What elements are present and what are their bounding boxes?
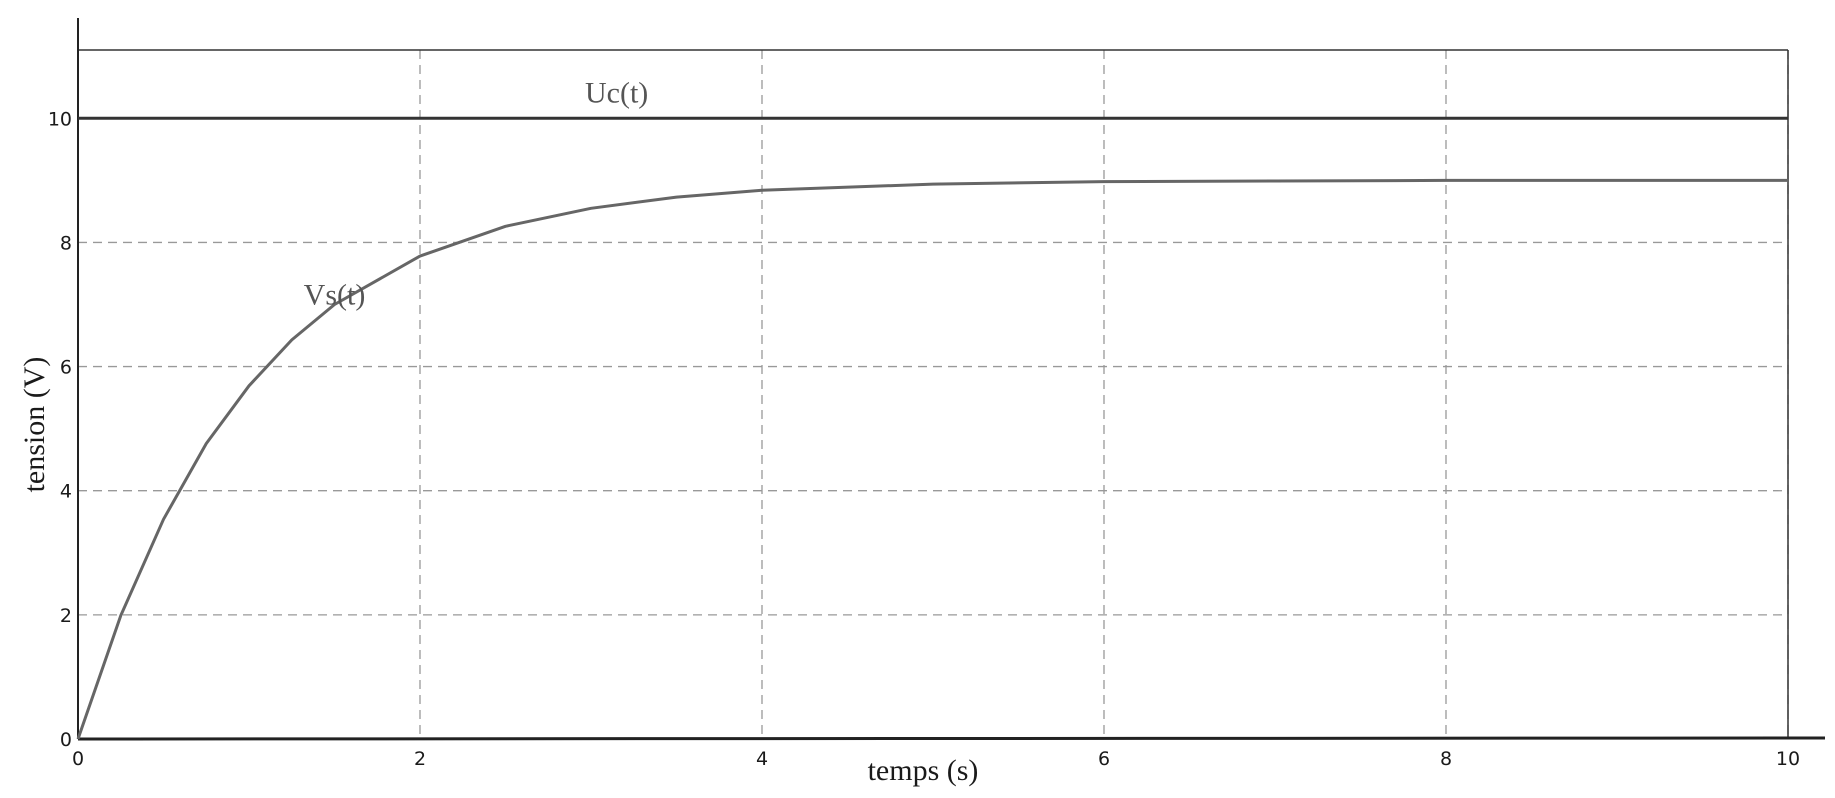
x-tick-label: 4 [756, 748, 768, 770]
x-tick-label: 6 [1098, 748, 1110, 770]
grid [78, 50, 1789, 739]
x-tick-label: 2 [414, 748, 426, 770]
x-tick-label: 10 [1776, 748, 1800, 770]
x-tick-label: 8 [1440, 748, 1452, 770]
x-tick-label: 0 [72, 748, 84, 770]
y-tick-label: 6 [60, 357, 72, 379]
y-tick-label: 0 [60, 729, 72, 751]
x-axis-line [77, 736, 1826, 741]
y-axis-label: tension (V) [18, 357, 51, 493]
series-line-1 [76, 178, 1788, 740]
plot-frame [77, 18, 1826, 741]
x-axis-label: temps (s) [868, 754, 979, 787]
y-tick-label: 8 [60, 232, 72, 254]
series-label-vs: Vs(t) [304, 278, 366, 311]
y-tick-label: 2 [60, 605, 72, 627]
series [76, 116, 1788, 740]
series-label-uc: Uc(t) [585, 76, 648, 109]
y-tick-label: 4 [60, 481, 72, 503]
y-tick-label: 10 [48, 108, 72, 130]
ticks: 0 2 4 6 8 10 0 2 4 6 8 10 [48, 108, 1800, 770]
